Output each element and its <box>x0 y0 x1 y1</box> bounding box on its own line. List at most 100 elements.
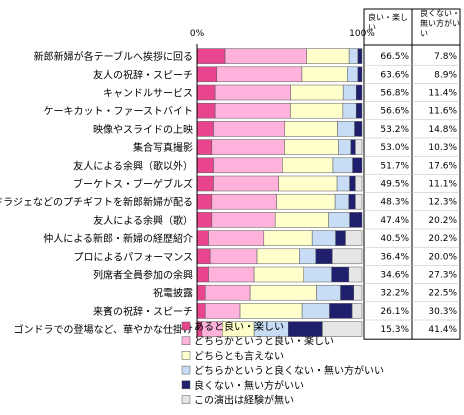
bar-segment-2-2 <box>290 84 344 101</box>
bar-segment-1-9 <box>211 212 276 228</box>
legend-swatch-0 <box>181 321 191 331</box>
good-value-label: 66.5% <box>380 52 409 62</box>
legend-swatch-4 <box>181 380 191 390</box>
bad-value-label: 17.6% <box>428 161 457 171</box>
bad-value-label: 30.3% <box>428 307 457 317</box>
category-label: キャンドルサービス <box>103 88 193 100</box>
bar-segment-2-9 <box>274 212 329 228</box>
bar-segment-5-7 <box>355 175 363 192</box>
good-value-label: 53.0% <box>380 143 409 153</box>
good-value-label: 32.2% <box>380 289 409 299</box>
bad-value-label: 20.2% <box>428 216 457 226</box>
bar-segment-1-0 <box>224 48 307 64</box>
good-value-label: 56.6% <box>380 107 409 117</box>
good-value-label: 40.5% <box>380 234 409 244</box>
bad-value-label: 12.3% <box>428 198 457 208</box>
legend-label-2: どちらとも言えない <box>194 349 284 362</box>
bar-segment-3-2 <box>342 84 357 101</box>
bar-segment-3-4 <box>337 121 355 137</box>
bar-segment-0-8 <box>196 193 213 210</box>
bad-value-label: 11.6% <box>428 107 457 117</box>
category-label: 映像やスライドの上映 <box>93 124 193 136</box>
bad-value-label: 22.5% <box>428 289 457 299</box>
bar-segment-5-12 <box>348 266 363 283</box>
legend: あると良い・楽しいどちらかというと良い・楽しいどちらとも言えないどちらかというと… <box>181 320 384 407</box>
table-header-bad: 良くない・無い方がいい <box>420 8 460 38</box>
legend-swatch-3 <box>181 365 191 375</box>
bar-segment-0-0 <box>196 48 226 64</box>
bad-value-label: 7.8% <box>434 52 457 62</box>
bar-segment-2-14 <box>239 303 303 319</box>
category-label: 友人の祝辞・スピーチ <box>93 68 193 81</box>
bar-segment-3-3 <box>342 102 357 119</box>
bar-segment-4-10 <box>335 230 346 246</box>
bar-segment-1-8 <box>211 193 277 210</box>
bad-value-label: 11.4% <box>428 89 457 99</box>
bar-segment-0-10 <box>196 230 209 246</box>
bar-segment-1-14 <box>205 303 241 319</box>
bad-value-label: 10.3% <box>428 143 457 153</box>
category-label: 新郎新婦が各テーブルへ挨拶に回る <box>34 50 193 63</box>
bar-segment-1-5 <box>211 139 285 155</box>
bar-segment-2-7 <box>278 175 338 192</box>
category-label: ブーケトス・ブーゲブルズ <box>73 178 193 191</box>
bad-value-label: 27.3% <box>428 271 457 281</box>
bar-segment-0-1 <box>196 66 218 83</box>
bar-segment-2-3 <box>290 102 344 119</box>
bar-segment-0-7 <box>196 175 214 192</box>
bar-segment-2-13 <box>249 284 317 301</box>
bar-segment-3-12 <box>303 266 332 283</box>
bar-segment-1-4 <box>213 121 286 137</box>
bar-segment-1-6 <box>213 157 283 174</box>
bar-segment-0-9 <box>196 212 213 228</box>
good-value-label: 47.4% <box>380 216 409 226</box>
bar-segment-0-11 <box>196 248 211 265</box>
bar-segment-0-2 <box>196 84 216 101</box>
bar-segment-2-12 <box>253 266 304 283</box>
bar-segment-5-14 <box>351 303 363 319</box>
legend-label-3: どちらかというと良くない・無い方がいい <box>194 364 384 377</box>
legend-label-4: 良くない・無い方がいい <box>194 379 304 392</box>
good-value-label: 48.3% <box>380 198 409 208</box>
legend-label-0: あると良い・楽しい <box>194 320 284 333</box>
bar-segment-0-12 <box>196 266 209 283</box>
bar-segment-5-15 <box>322 321 363 337</box>
table-header-bad-line: 無い方がい <box>420 18 460 28</box>
bar-segment-2-5 <box>284 139 339 155</box>
bad-value-label: 20.2% <box>428 234 457 244</box>
bar-segment-2-8 <box>276 193 336 210</box>
bar-segment-1-11 <box>209 248 258 265</box>
bar-segment-3-8 <box>334 193 350 210</box>
legend-swatch-2 <box>181 351 191 360</box>
bar-segment-4-7 <box>349 175 356 192</box>
bar-segment-5-10 <box>345 230 363 246</box>
bar-segment-5-5 <box>355 139 363 155</box>
bar-segment-2-0 <box>306 48 350 64</box>
bar-segment-4-15 <box>288 321 323 337</box>
good-value-label: 36.4% <box>380 252 409 262</box>
bar-segment-4-3 <box>355 102 363 119</box>
bar-segment-3-14 <box>301 303 330 319</box>
bar-segment-4-0 <box>357 48 363 64</box>
good-value-label: 53.2% <box>380 125 409 135</box>
bar-segment-2-10 <box>263 230 313 246</box>
bar-segment-1-3 <box>214 102 291 119</box>
bad-value-label: 41.4% <box>428 325 457 335</box>
category-label: 仲人による新郎・新婦の経歴紹介 <box>43 232 193 245</box>
legend-label-5: この演出は経験が無い <box>194 394 294 407</box>
bar-segment-1-2 <box>214 84 291 101</box>
bar-segment-1-7 <box>213 175 279 192</box>
table-header-bad-line: い <box>420 29 428 38</box>
bar-segment-0-5 <box>196 139 213 155</box>
bar-segment-0-14 <box>196 303 206 319</box>
bar-segment-4-11 <box>315 248 333 265</box>
bar-segment-4-4 <box>354 121 363 137</box>
bar-segment-4-5 <box>350 139 356 155</box>
bad-value-label: 11.1% <box>428 180 457 190</box>
axis: 0% 100% <box>190 29 375 339</box>
bar-segment-2-11 <box>256 248 300 265</box>
category-labels: 新郎新婦が各テーブルへ挨拶に回る友人の祝辞・スピーチキャンドルサービスケーキカッ… <box>0 50 193 336</box>
category-label: 祝電披露 <box>153 287 193 300</box>
